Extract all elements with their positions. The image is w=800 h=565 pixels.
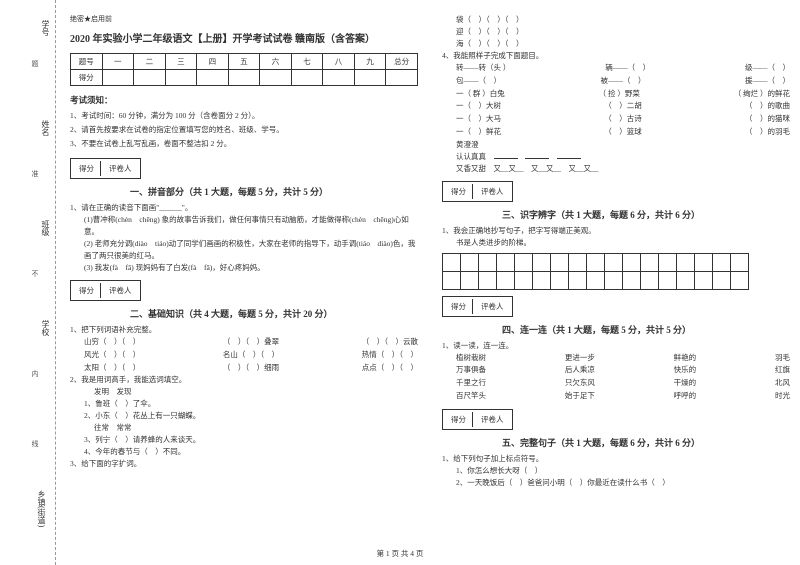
question-line: 4、今年的春节与（ ）不同。 <box>84 446 418 458</box>
th: 题号 <box>71 54 103 70</box>
fill-row: 山穷（ ）（ ）（ ）（ ）叠翠（ ）（ ）云散 <box>84 336 418 349</box>
score-box: 得分 评卷人 <box>70 158 141 179</box>
score-table: 题号 一 二 三 四 五 六 七 八 九 总分 得分 <box>70 53 418 86</box>
th: 八 <box>323 54 355 70</box>
th: 四 <box>197 54 229 70</box>
question-line: (1)曹冲称(chèn chēng) 象的故事告诉我们，做任何事情只有动脑筋，才… <box>84 214 418 238</box>
notice-line: 2、请首先按要求在试卷的指定位置填写您的姓名、班级、学号。 <box>70 124 418 135</box>
fill-row: 一（ ）大马（ ）古诗（ ）的猫咪 <box>456 113 790 126</box>
score-box: 得分 评卷人 <box>442 296 513 317</box>
question: 1、我会正确地抄写句子，把字写得端正美观。 <box>442 225 790 237</box>
score-cell: 得分 <box>445 299 473 314</box>
notice-title: 考试须知： <box>70 94 418 106</box>
binding-sidebar: 学号 姓名 班级 学校 乡镇(街道) 题 准 不 内 线 <box>0 0 56 565</box>
score-box: 得分 评卷人 <box>70 280 141 301</box>
section-title-1: 一、拼音部分（共 1 大题，每题 5 分，共计 5 分） <box>130 185 418 198</box>
question-line: 1、你怎么想长大呀（ ） <box>456 465 790 477</box>
question-line: (3) 我发(fà fā) 现妈妈有了白发(fà fā)，好心疼妈妈。 <box>84 262 418 274</box>
score-cell: 得分 <box>73 161 101 176</box>
right-column: 袋（ ）（ ）（ ） 迎（ ）（ ）（ ） 海（ ）（ ）（ ） 4、我能照样子… <box>442 14 790 489</box>
question: 4、我能照样子完成下面题目。 <box>442 50 790 62</box>
table-row: 题号 一 二 三 四 五 六 七 八 九 总分 <box>71 54 418 70</box>
grader-cell: 评卷人 <box>475 299 510 314</box>
sidebar-label-name: 姓名 <box>40 120 51 136</box>
fill-line: 海（ ）（ ）（ ） <box>456 38 790 50</box>
question-line: (2) 老师充分调(diào tiáo)动了同学们画画的积极性，大家在老师的指导… <box>84 238 418 262</box>
word-pair: 发明 发现 <box>94 386 418 398</box>
score-box: 得分 评卷人 <box>442 409 513 430</box>
notice-line: 1、考试时间：60 分钟，满分为 100 分（含卷面分 2 分）。 <box>70 110 418 121</box>
question: 1、把下列词语补充完整。 <box>70 324 418 336</box>
writing-grid <box>442 253 790 290</box>
section-title-4: 四、连一连（共 1 大题，每题 5 分，共计 5 分） <box>502 323 790 336</box>
grader-cell: 评卷人 <box>103 161 138 176</box>
page-footer: 第 1 页 共 4 页 <box>0 548 800 559</box>
table-row: 得分 <box>71 70 418 86</box>
page-content: 绝密★启用前 2020 年实验小学二年级语文【上册】开学考试试卷 赣南版（含答案… <box>70 14 790 489</box>
word-pair: 往常 常常 <box>94 422 418 434</box>
question-line: 2、小东（ ）花丛上有一只蝴蝶。 <box>84 410 418 422</box>
cut-char: 题 <box>30 60 40 67</box>
cut-char: 不 <box>30 270 40 277</box>
grader-cell: 评卷人 <box>475 412 510 427</box>
score-cell: 得分 <box>73 283 101 298</box>
example-word: 认认真真 <box>456 151 790 163</box>
question-line: 2、一天晚饭后（ ）爸爸问小明（ ）你最近在读什么书（ ） <box>456 477 790 489</box>
section-title-2: 二、基础知识（共 4 大题，每题 5 分，共计 20 分） <box>130 307 418 320</box>
fill-row: 太阳（ ）（ ）（ ）（ ）细雨点点（ ）（ ） <box>84 362 418 375</box>
th: 六 <box>260 54 292 70</box>
question: 1、读一读，连一连。 <box>442 340 790 352</box>
cut-char: 线 <box>30 440 40 447</box>
sidebar-label-town: 乡镇(街道) <box>36 490 47 527</box>
td: 得分 <box>71 70 103 86</box>
sidebar-label-id: 学号 <box>40 20 51 36</box>
grader-cell: 评卷人 <box>103 283 138 298</box>
score-box: 得分 评卷人 <box>442 181 513 202</box>
secret-label: 绝密★启用前 <box>70 14 418 24</box>
fill-row: 包——（ ）被——（ ）援——（ ） <box>456 75 790 88</box>
th: 九 <box>354 54 386 70</box>
fill-row: 转——转（头 ）辆——（ ）级——（ ） <box>456 62 790 75</box>
sidebar-label-class: 班级 <box>40 220 51 236</box>
question: 1、请在正确的读音下面画"______"。 <box>70 202 418 214</box>
th: 总分 <box>386 54 418 70</box>
section-title-3: 三、识字辨字（共 1 大题，每题 6 分，共计 6 分） <box>502 208 790 221</box>
score-cell: 得分 <box>445 412 473 427</box>
match-row: 植树栽树更进一步鲜艳的羽毛 <box>456 352 790 365</box>
grader-cell: 评卷人 <box>475 184 510 199</box>
cut-char: 准 <box>30 170 40 177</box>
td <box>102 70 134 86</box>
th: 一 <box>102 54 134 70</box>
th: 二 <box>134 54 166 70</box>
match-row: 万事俱备后人乘凉快乐的红旗 <box>456 364 790 377</box>
question: 1、给下列句子加上标点符号。 <box>442 453 790 465</box>
cut-char: 内 <box>30 370 40 377</box>
example-word: 黄澄澄 <box>456 139 790 151</box>
section-title-5: 五、完整句子（共 1 大题，每题 6 分，共计 6 分） <box>502 436 790 449</box>
score-cell: 得分 <box>445 184 473 199</box>
question: 3、给下面的字扩词。 <box>70 458 418 470</box>
question-line: 1、鲁班（ ）了伞。 <box>84 398 418 410</box>
exam-title: 2020 年实验小学二年级语文【上册】开学考试试卷 赣南版（含答案） <box>70 30 418 45</box>
question-line: 3、列宁（ ）请养蜂的人来谈天。 <box>84 434 418 446</box>
notice-line: 3、不要在试卷上乱写乱画，卷面不整洁扣 2 分。 <box>70 138 418 149</box>
fill-line: 袋（ ）（ ）（ ） <box>456 14 790 26</box>
match-row: 百尺竿头始于足下呼呼的时光 <box>456 390 790 403</box>
example-line: 又香又甜 又__又__ 又__又__ 又__又__ <box>456 163 790 175</box>
match-row: 千里之行只欠东风干燥的北风 <box>456 377 790 390</box>
question: 2、我是用词高手，我能选词填空。 <box>70 374 418 386</box>
th: 三 <box>165 54 197 70</box>
fill-row: 一（ ）大树（ ）二胡（ ）的歌曲 <box>456 100 790 113</box>
th: 七 <box>291 54 323 70</box>
fill-row: 一（ 群 ）白兔（ 捡 ）野菜（ 绚烂 ）的鲜花 <box>456 88 790 101</box>
fill-row: 一（ ）鲜花（ ）篮球（ ）的羽毛 <box>456 126 790 139</box>
th: 五 <box>228 54 260 70</box>
fill-line: 迎（ ）（ ）（ ） <box>456 26 790 38</box>
left-column: 绝密★启用前 2020 年实验小学二年级语文【上册】开学考试试卷 赣南版（含答案… <box>70 14 418 489</box>
sidebar-label-school: 学校 <box>40 320 51 336</box>
fill-row: 风光（ ）（ ）名山（ ）（ ）热情（ ）（ ） <box>84 349 418 362</box>
copy-sentence: 书是人类进步的阶梯。 <box>456 237 790 249</box>
